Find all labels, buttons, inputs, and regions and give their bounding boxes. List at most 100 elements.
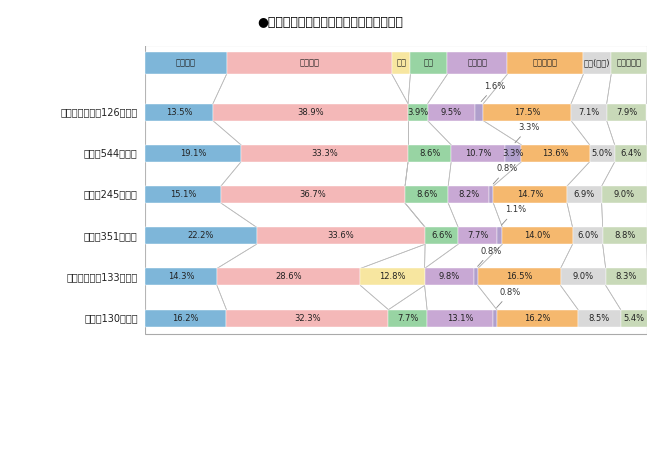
- Text: 13.5%: 13.5%: [166, 108, 192, 117]
- Bar: [497, 227, 502, 244]
- Text: 近畟（351学部）: 近畟（351学部）: [84, 231, 138, 241]
- Text: 14.0%: 14.0%: [524, 231, 550, 240]
- Text: 九州（130学部）: 九州（130学部）: [84, 313, 138, 323]
- Text: 33.3%: 33.3%: [311, 149, 338, 158]
- Bar: [560, 269, 606, 285]
- Text: 8.2%: 8.2%: [458, 190, 479, 199]
- Text: 19.1%: 19.1%: [180, 149, 207, 158]
- Text: 15.1%: 15.1%: [170, 190, 196, 199]
- Bar: [405, 186, 448, 203]
- Text: 理工: 理工: [424, 59, 434, 67]
- Bar: [448, 186, 489, 203]
- Text: 保健・医療: 保健・医療: [533, 59, 558, 67]
- Text: 7.9%: 7.9%: [616, 108, 637, 117]
- Bar: [428, 104, 475, 121]
- Bar: [493, 310, 497, 327]
- Text: 人文科学: 人文科学: [176, 59, 196, 67]
- Text: 16.2%: 16.2%: [524, 313, 550, 323]
- Bar: [521, 145, 589, 162]
- Bar: [458, 227, 497, 244]
- Text: 8.3%: 8.3%: [616, 273, 637, 281]
- Bar: [408, 104, 428, 121]
- Text: 0.8%: 0.8%: [493, 164, 517, 184]
- Bar: [451, 145, 505, 162]
- Text: 7.7%: 7.7%: [467, 231, 488, 240]
- Text: 14.3%: 14.3%: [168, 273, 194, 281]
- Bar: [226, 52, 392, 74]
- Bar: [614, 145, 647, 162]
- Bar: [603, 227, 647, 244]
- Bar: [145, 310, 226, 327]
- Bar: [567, 186, 602, 203]
- Text: 社会科学: 社会科学: [299, 59, 319, 67]
- Text: 5.0%: 5.0%: [591, 149, 612, 158]
- Text: ●推薦入試実施学部の地区別・系統別比較: ●推薦入試実施学部の地区別・系統別比較: [257, 16, 403, 29]
- Text: 関東（544学部）: 関東（544学部）: [84, 148, 138, 158]
- Bar: [360, 269, 424, 285]
- Text: 16.5%: 16.5%: [506, 273, 533, 281]
- Text: 7.7%: 7.7%: [397, 313, 418, 323]
- Text: 1.1%: 1.1%: [502, 205, 526, 225]
- Text: 農・水産: 農・水産: [467, 59, 487, 67]
- Bar: [620, 310, 648, 327]
- Bar: [145, 45, 647, 334]
- Bar: [607, 104, 646, 121]
- Text: 22.2%: 22.2%: [187, 231, 214, 240]
- Bar: [571, 104, 607, 121]
- Text: 28.6%: 28.6%: [275, 273, 302, 281]
- Text: 3.3%: 3.3%: [502, 149, 524, 158]
- Bar: [427, 310, 493, 327]
- Bar: [497, 310, 578, 327]
- Text: 9.8%: 9.8%: [438, 273, 460, 281]
- Text: 16.2%: 16.2%: [172, 313, 199, 323]
- Bar: [489, 186, 493, 203]
- Text: 13.6%: 13.6%: [543, 149, 569, 158]
- Text: 6.6%: 6.6%: [431, 231, 452, 240]
- Bar: [424, 269, 474, 285]
- Text: 9.0%: 9.0%: [572, 273, 593, 281]
- Text: 中部（245学部）: 中部（245学部）: [84, 190, 138, 200]
- Bar: [425, 227, 458, 244]
- Text: 9.5%: 9.5%: [441, 108, 462, 117]
- Bar: [478, 269, 560, 285]
- Bar: [213, 104, 408, 121]
- Text: 8.6%: 8.6%: [416, 190, 438, 199]
- Text: 6.9%: 6.9%: [574, 190, 595, 199]
- Bar: [602, 186, 647, 203]
- Bar: [474, 269, 478, 285]
- Text: 6.4%: 6.4%: [620, 149, 642, 158]
- Bar: [505, 145, 521, 162]
- Text: 33.6%: 33.6%: [327, 231, 354, 240]
- Text: 生活(栄養): 生活(栄養): [584, 59, 610, 67]
- Bar: [145, 186, 221, 203]
- Text: 12.8%: 12.8%: [379, 273, 406, 281]
- Bar: [389, 310, 427, 327]
- Text: 14.7%: 14.7%: [517, 190, 543, 199]
- Text: 1.6%: 1.6%: [481, 82, 506, 101]
- Bar: [221, 186, 405, 203]
- Bar: [447, 52, 508, 74]
- Bar: [408, 145, 451, 162]
- Bar: [578, 310, 620, 327]
- Bar: [475, 104, 483, 121]
- Bar: [573, 227, 603, 244]
- Text: 8.8%: 8.8%: [614, 231, 636, 240]
- Bar: [145, 104, 213, 121]
- Bar: [257, 227, 425, 244]
- Text: 教育: 教育: [396, 59, 406, 67]
- Bar: [392, 52, 411, 74]
- Text: 38.9%: 38.9%: [297, 108, 324, 117]
- Text: 6.0%: 6.0%: [577, 231, 598, 240]
- Bar: [483, 104, 571, 121]
- Bar: [589, 145, 614, 162]
- Text: 7.1%: 7.1%: [578, 108, 599, 117]
- Bar: [606, 269, 647, 285]
- Bar: [508, 52, 583, 74]
- Text: 36.7%: 36.7%: [300, 190, 326, 199]
- Bar: [217, 269, 360, 285]
- Text: 13.1%: 13.1%: [447, 313, 473, 323]
- Bar: [493, 186, 567, 203]
- Text: 0.8%: 0.8%: [478, 246, 502, 266]
- Text: 32.3%: 32.3%: [294, 313, 321, 323]
- Text: 芸術・体育: 芸術・体育: [616, 59, 642, 67]
